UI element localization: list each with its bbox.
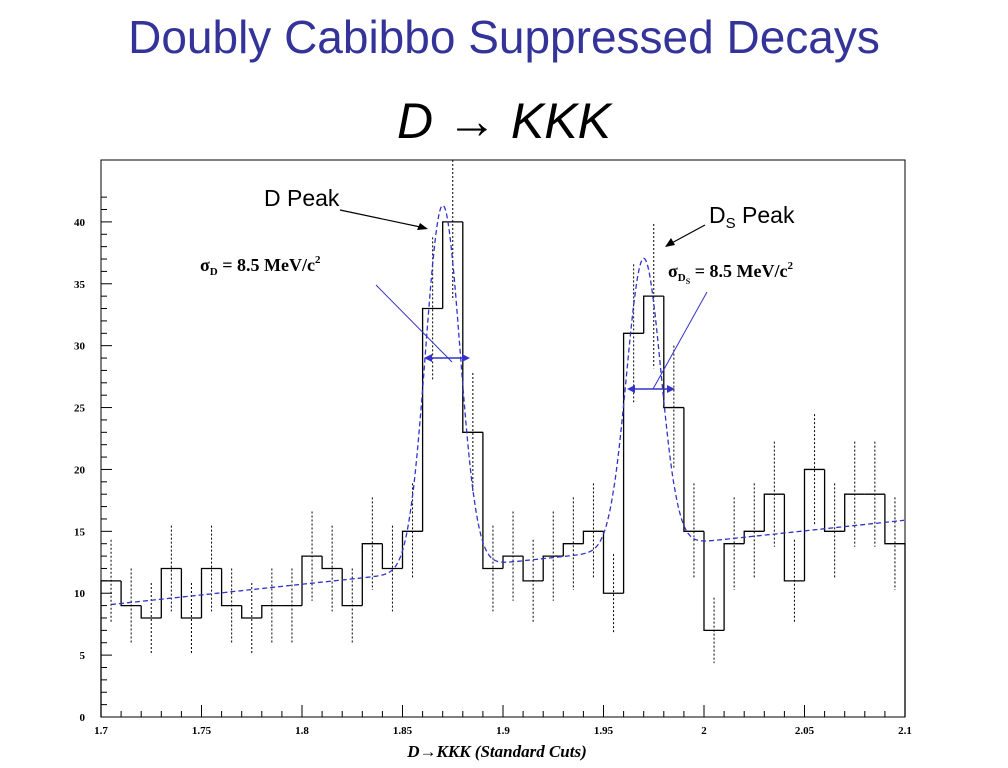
x-tick-label: 1.8 — [295, 725, 309, 737]
sigma-ds-sub: D — [678, 272, 686, 284]
ds-peak-arrowhead — [665, 238, 675, 247]
x-tick-label: 1.95 — [594, 725, 614, 737]
x-axis-title: D→KKK (Standard Cuts) — [406, 742, 587, 761]
histogram-bin — [683, 407, 704, 532]
histogram-bin — [542, 555, 564, 581]
y-tick-label: 40 — [74, 217, 86, 229]
histogram-bin — [703, 531, 725, 632]
y-tick-label: 25 — [74, 403, 86, 415]
histogram-bin — [140, 605, 162, 619]
histogram-bin — [602, 531, 624, 594]
histogram-bin — [120, 580, 142, 607]
sigma-ds-sup: 2 — [787, 260, 793, 272]
histogram-bin — [341, 568, 363, 607]
sigma-d-sub: D — [210, 266, 218, 278]
x-tick-label: 1.9 — [496, 725, 510, 737]
fit-curve — [111, 204, 905, 606]
y-tick-label: 20 — [74, 464, 86, 476]
ds-peak-label-sub: S — [726, 215, 736, 232]
y-tick-label: 35 — [74, 279, 86, 291]
y-tick-label: 15 — [74, 526, 86, 538]
histogram-bin — [884, 494, 906, 717]
histogram-bin — [100, 580, 122, 717]
y-tick-label: 30 — [74, 341, 86, 353]
ds-peak-label: DS Peak — [709, 202, 795, 232]
sigma-d-sup: 2 — [315, 254, 321, 266]
ds-peak-label-rest: Peak — [736, 202, 795, 228]
slide-title: Doubly Cabibbo Suppressed Decays — [128, 11, 880, 63]
histogram-bin — [421, 307, 443, 532]
histogram-bin — [482, 432, 503, 570]
sigma-ds-rest: = 8.5 MeV/c — [690, 261, 787, 281]
x-tick-label: 1.85 — [393, 725, 413, 737]
histogram-series — [100, 221, 906, 717]
sigma-d-rest: = 8.5 MeV/c — [218, 255, 315, 275]
histogram-bin — [562, 543, 584, 557]
histogram-bin — [502, 555, 524, 569]
histogram-bin — [200, 567, 222, 618]
sigma-d-main: σ — [200, 255, 210, 275]
histogram-bin — [301, 555, 323, 606]
histogram-bin — [803, 468, 825, 581]
sigma-d-label: σD = 8.5 MeV/c2 — [200, 254, 321, 278]
plot-frame — [100, 159, 906, 718]
histogram-bin — [401, 530, 423, 569]
sigma-ds-label: σDS = 8.5 MeV/c2 — [668, 260, 793, 286]
x-tick-label: 2.1 — [898, 725, 912, 737]
histogram-bin — [844, 493, 865, 532]
sigma-ds-arrowhead-left — [627, 385, 635, 393]
histogram-bin — [582, 530, 604, 544]
histogram-bin — [442, 221, 463, 309]
sigma-ds-arrowhead-right — [667, 385, 675, 393]
histogram-bin — [321, 556, 343, 570]
histogram-bin — [663, 296, 684, 409]
sigma-d-arrowhead-left — [424, 354, 432, 362]
y-axis: 0 5 10 15 20 25 30 35 40 — [74, 196, 112, 724]
y-tick-label: 10 — [74, 588, 86, 600]
histogram-bin — [180, 568, 202, 619]
histogram-bin — [743, 530, 765, 544]
sigma-ds-main: σ — [668, 261, 678, 281]
histogram-bin — [381, 543, 403, 570]
histogram-bin — [261, 604, 282, 618]
histogram-bin — [462, 221, 483, 433]
histogram-bin — [622, 332, 644, 594]
histogram-bin — [643, 295, 664, 334]
histogram-bin — [823, 469, 845, 532]
histogram-bin — [160, 567, 182, 618]
x-tick-label: 1.75 — [192, 725, 212, 737]
d-peak-arrowhead — [417, 223, 428, 230]
error-bars — [110, 160, 896, 664]
x-tick-label: 1.7 — [94, 725, 108, 737]
histogram-bin — [783, 494, 805, 582]
x-tick-label: 2.05 — [795, 725, 815, 737]
sigma-d-arrowhead-right — [462, 354, 470, 362]
y-tick-label: 0 — [80, 712, 86, 724]
histogram-bin — [723, 543, 745, 631]
histogram-bin — [763, 493, 785, 532]
x-axis: 1.7 1.75 1.8 1.85 1.9 1.95 2 2.05 2.1 — [94, 705, 912, 737]
ds-peak-arrow — [667, 224, 706, 246]
y-tick-label: 5 — [80, 650, 86, 662]
sigma-ds-subsub: S — [686, 277, 691, 286]
d-peak-label: D Peak — [264, 185, 340, 211]
x-tick-label: 2 — [701, 725, 707, 737]
histogram-bin — [241, 605, 262, 619]
histogram-bin — [220, 568, 242, 607]
histogram-bin — [522, 556, 544, 582]
sigma-d-pointer — [375, 284, 453, 363]
ds-peak-label-main: D — [709, 202, 726, 228]
histogram-bin — [361, 543, 383, 606]
d-peak-arrow — [339, 209, 426, 229]
fit-line — [111, 204, 905, 606]
sigma-ds-pointer — [652, 291, 708, 390]
decay-formula: D → KKK — [397, 93, 611, 149]
